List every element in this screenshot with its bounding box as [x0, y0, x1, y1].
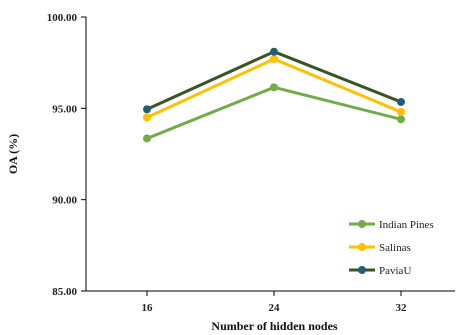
y-ticks: 85.00 90.00 95.00 100.00	[47, 12, 86, 298]
y-tick-label: 90.00	[52, 195, 77, 207]
data-point-salinas	[143, 113, 151, 122]
legend-swatch-marker	[358, 220, 366, 228]
data-point-paviau	[397, 97, 405, 106]
legend-label: Salinas	[379, 242, 411, 254]
data-point-indian-pines	[143, 134, 151, 143]
x-axis-title: Number of hidden nodes	[211, 319, 337, 333]
y-tick-label: 95.00	[52, 103, 77, 115]
x-ticks: 16 24 32	[142, 291, 408, 314]
data-point-paviau	[143, 105, 151, 114]
x-tick-label: 16	[142, 302, 154, 314]
x-tick-label: 24	[269, 302, 281, 314]
data-point-salinas	[270, 55, 278, 64]
legend-swatch-marker	[358, 266, 366, 274]
data-point-salinas	[397, 107, 405, 116]
y-tick-label: 85.00	[52, 286, 77, 298]
data-point-indian-pines	[397, 115, 405, 124]
y-axis-title: OA (%)	[6, 134, 20, 174]
legend-label: Indian Pines	[379, 219, 434, 231]
data-point-indian-pines	[270, 83, 278, 92]
x-tick-label: 32	[396, 302, 408, 314]
legend-label: PaviaU	[379, 265, 411, 277]
legend-swatch-marker	[358, 243, 366, 251]
legend: Indian Pines Salinas PaviaU	[349, 219, 434, 277]
series-layer	[143, 47, 405, 143]
y-tick-label: 100.00	[47, 12, 78, 24]
data-point-paviau	[270, 47, 278, 56]
